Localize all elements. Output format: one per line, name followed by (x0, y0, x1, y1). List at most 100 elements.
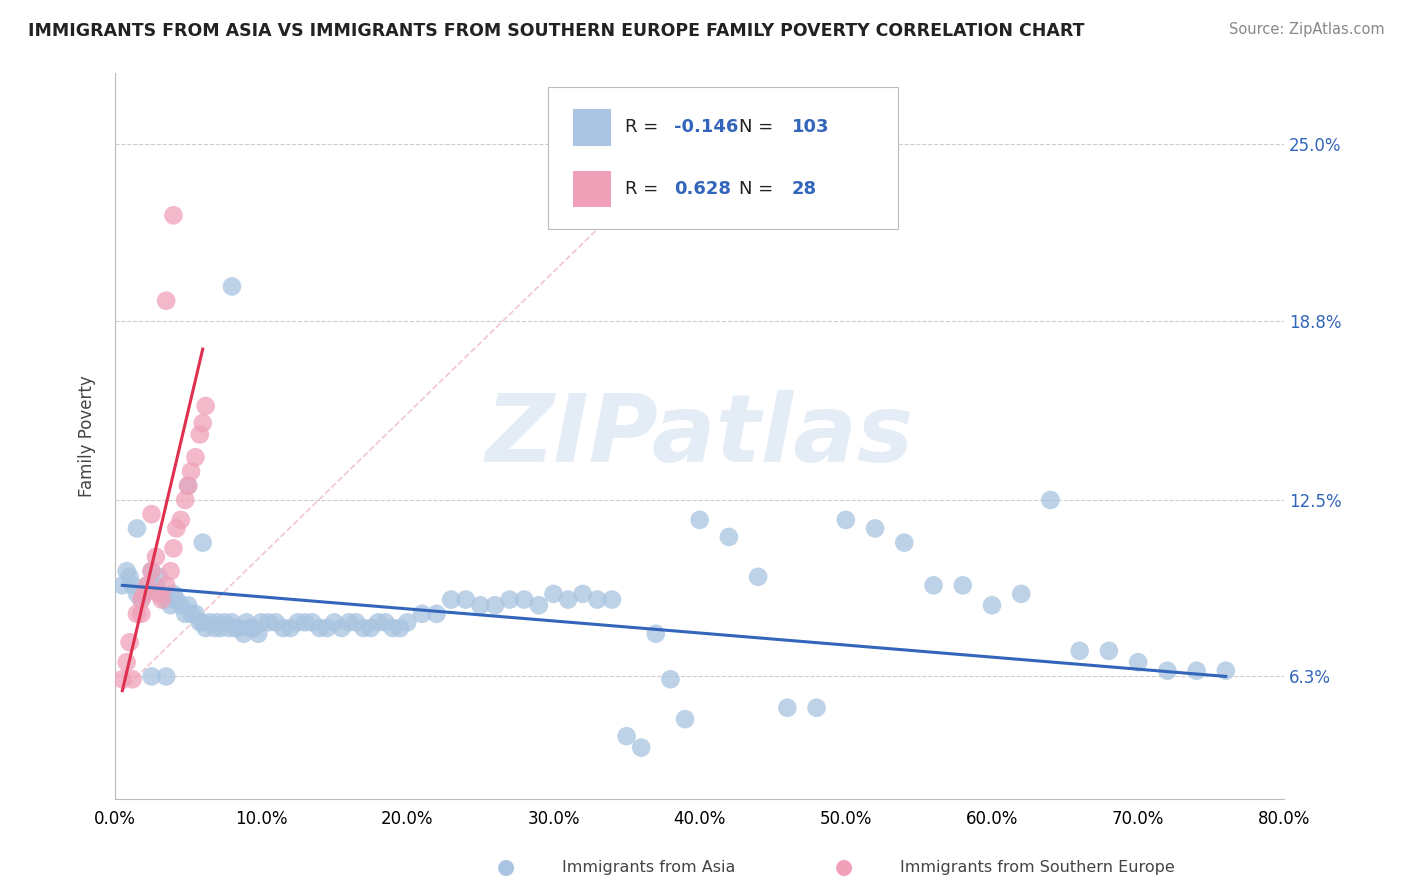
Point (659, 673, 682, 687)
Point (330, 621, 353, 635)
Point (125, 587, 148, 601)
Point (952, 578, 974, 592)
Point (835, 513, 858, 527)
Point (118, 570, 141, 584)
Point (180, 465, 202, 479)
Point (155, 578, 177, 592)
Point (148, 587, 170, 601)
Point (411, 607, 433, 621)
Point (177, 599, 200, 613)
Text: Immigrants from Southern Europe: Immigrants from Southern Europe (900, 860, 1174, 874)
Text: R =: R = (624, 180, 664, 198)
Point (235, 615, 257, 630)
Point (316, 621, 339, 635)
Point (389, 621, 412, 635)
Point (150, 587, 173, 601)
Point (191, 416, 214, 430)
Point (134, 587, 156, 601)
Point (224, 621, 246, 635)
Point (1156, 664, 1178, 678)
Point (177, 479, 200, 493)
Point (1215, 664, 1237, 678)
Point (115, 564, 138, 578)
Point (374, 615, 396, 630)
Point (221, 615, 243, 630)
Point (174, 492, 197, 507)
Point (257, 615, 280, 630)
Point (191, 615, 214, 630)
Point (145, 578, 167, 592)
Point (121, 673, 143, 687)
Point (353, 621, 375, 635)
Point (689, 513, 711, 527)
Point (644, 626, 666, 640)
Point (148, 570, 170, 584)
Text: -0.146: -0.146 (673, 119, 738, 136)
Point (630, 740, 652, 755)
Point (155, 293, 177, 308)
Point (115, 655, 138, 669)
Point (287, 615, 309, 630)
Point (177, 479, 200, 493)
Bar (574, 171, 610, 207)
Point (586, 592, 609, 607)
Point (1010, 587, 1032, 601)
Point (470, 599, 492, 613)
Point (218, 621, 240, 635)
Point (747, 570, 769, 584)
Point (131, 592, 153, 607)
Point (125, 521, 148, 535)
Point (440, 592, 463, 607)
Point (1039, 492, 1062, 507)
Point (180, 607, 202, 621)
Point (337, 615, 360, 630)
Point (202, 621, 225, 635)
Point (454, 592, 477, 607)
Point (557, 592, 579, 607)
Point (170, 599, 193, 613)
Point (159, 599, 181, 613)
Point (238, 621, 260, 635)
Point (323, 615, 346, 630)
Point (981, 599, 1004, 613)
Point (294, 615, 316, 630)
Point (893, 535, 915, 549)
Point (188, 615, 211, 630)
Point (717, 530, 740, 544)
Point (513, 592, 536, 607)
Text: Source: ZipAtlas.com: Source: ZipAtlas.com (1229, 22, 1385, 37)
Point (131, 592, 153, 607)
Point (863, 521, 886, 535)
Point (527, 599, 550, 613)
Point (111, 578, 134, 592)
Point (1069, 644, 1091, 658)
Point (1098, 644, 1121, 658)
Point (125, 607, 148, 621)
Point (806, 700, 828, 714)
Text: N =: N = (740, 119, 779, 136)
Point (616, 729, 638, 743)
Point (165, 592, 187, 607)
Text: IMMIGRANTS FROM ASIA VS IMMIGRANTS FROM SOUTHERN EUROPE FAMILY POVERTY CORRELATI: IMMIGRANTS FROM ASIA VS IMMIGRANTS FROM … (28, 22, 1084, 40)
Point (543, 587, 565, 601)
Text: 103: 103 (792, 119, 830, 136)
Point (1126, 655, 1149, 669)
Point (600, 592, 623, 607)
Point (191, 535, 214, 549)
Text: R =: R = (624, 119, 664, 136)
Point (170, 513, 193, 527)
Point (209, 621, 232, 635)
Point (188, 427, 211, 442)
Point (250, 615, 273, 630)
Point (162, 587, 184, 601)
Point (162, 208, 184, 222)
Point (207, 615, 229, 630)
Point (121, 578, 143, 592)
Point (141, 507, 163, 521)
Point (134, 587, 156, 601)
Text: Immigrants from Asia: Immigrants from Asia (562, 860, 735, 874)
Point (484, 599, 506, 613)
Point (228, 621, 250, 635)
Point (155, 669, 177, 683)
Point (141, 564, 163, 578)
